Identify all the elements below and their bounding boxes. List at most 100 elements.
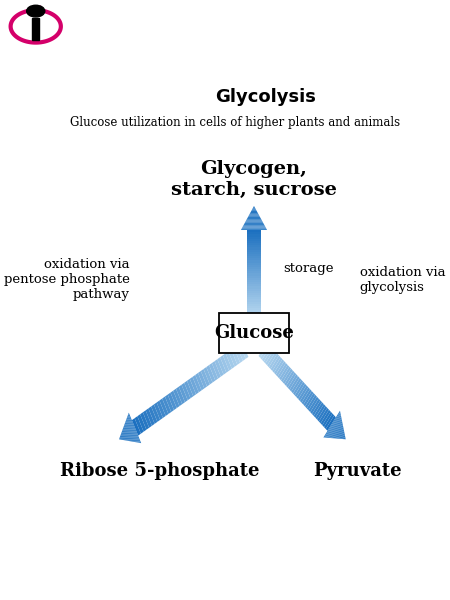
Polygon shape: [291, 378, 302, 394]
Polygon shape: [143, 410, 152, 428]
Polygon shape: [276, 361, 286, 377]
Polygon shape: [252, 209, 256, 211]
Polygon shape: [165, 395, 174, 412]
Polygon shape: [120, 435, 122, 440]
Polygon shape: [297, 383, 306, 399]
Polygon shape: [248, 310, 261, 313]
Text: Pyruvate: Pyruvate: [313, 463, 401, 481]
Text: storage: storage: [283, 262, 333, 275]
Polygon shape: [122, 430, 127, 440]
Polygon shape: [243, 224, 265, 225]
Polygon shape: [248, 245, 261, 247]
Polygon shape: [339, 431, 344, 439]
Polygon shape: [333, 424, 343, 439]
Polygon shape: [121, 434, 123, 440]
Polygon shape: [234, 346, 243, 363]
Polygon shape: [286, 373, 296, 388]
Polygon shape: [330, 419, 342, 438]
Polygon shape: [248, 252, 261, 254]
Polygon shape: [250, 212, 258, 213]
Polygon shape: [303, 391, 314, 407]
Polygon shape: [270, 356, 281, 371]
Polygon shape: [324, 413, 334, 429]
Polygon shape: [327, 415, 341, 438]
Polygon shape: [126, 421, 135, 442]
Polygon shape: [248, 235, 261, 236]
Polygon shape: [260, 344, 270, 360]
Polygon shape: [248, 313, 261, 314]
Polygon shape: [121, 433, 125, 440]
Polygon shape: [295, 382, 305, 397]
Polygon shape: [264, 348, 274, 364]
Polygon shape: [237, 343, 246, 361]
Polygon shape: [289, 376, 300, 392]
Polygon shape: [195, 373, 204, 391]
Polygon shape: [242, 227, 266, 229]
Polygon shape: [128, 414, 140, 443]
Polygon shape: [248, 232, 261, 235]
Polygon shape: [248, 280, 261, 282]
Polygon shape: [157, 400, 166, 418]
Polygon shape: [267, 352, 277, 367]
Polygon shape: [315, 404, 325, 419]
Polygon shape: [248, 250, 261, 252]
Polygon shape: [198, 371, 207, 388]
Polygon shape: [248, 299, 261, 302]
Polygon shape: [248, 275, 261, 278]
Polygon shape: [341, 434, 345, 439]
Polygon shape: [305, 393, 315, 409]
Polygon shape: [248, 286, 261, 289]
Polygon shape: [190, 377, 199, 394]
Polygon shape: [248, 239, 261, 241]
Polygon shape: [248, 241, 261, 243]
Polygon shape: [126, 419, 135, 442]
Polygon shape: [279, 365, 289, 380]
Polygon shape: [312, 400, 322, 416]
Polygon shape: [126, 418, 137, 442]
Polygon shape: [310, 398, 320, 414]
Polygon shape: [248, 295, 261, 298]
Polygon shape: [148, 406, 157, 424]
Polygon shape: [331, 421, 342, 438]
Polygon shape: [225, 352, 234, 369]
Polygon shape: [251, 211, 257, 212]
Polygon shape: [248, 230, 261, 232]
Polygon shape: [248, 247, 261, 250]
Polygon shape: [248, 298, 261, 299]
Polygon shape: [337, 428, 344, 439]
Text: oxidation via
pentose phosphate
pathway: oxidation via pentose phosphate pathway: [4, 259, 130, 301]
Polygon shape: [248, 267, 261, 269]
Polygon shape: [176, 387, 185, 404]
Polygon shape: [248, 269, 261, 271]
Polygon shape: [123, 427, 129, 441]
Polygon shape: [248, 236, 261, 239]
Polygon shape: [168, 392, 177, 410]
Polygon shape: [258, 343, 269, 358]
Polygon shape: [283, 368, 293, 384]
Polygon shape: [231, 347, 240, 365]
Text: Glycogen,
starch, sucrose: Glycogen, starch, sucrose: [171, 160, 337, 199]
Polygon shape: [212, 361, 221, 379]
Text: Glycolysis: Glycolysis: [215, 88, 316, 106]
Polygon shape: [281, 367, 291, 382]
Polygon shape: [173, 389, 182, 406]
Polygon shape: [293, 380, 303, 395]
Polygon shape: [154, 403, 163, 420]
Polygon shape: [324, 412, 341, 437]
Polygon shape: [302, 389, 312, 404]
Polygon shape: [123, 426, 130, 441]
Polygon shape: [124, 424, 132, 442]
Polygon shape: [248, 304, 261, 306]
Polygon shape: [326, 415, 336, 431]
Polygon shape: [135, 416, 144, 434]
Polygon shape: [128, 413, 141, 443]
Polygon shape: [243, 225, 265, 226]
Text: Ribose 5-phosphate: Ribose 5-phosphate: [60, 463, 259, 481]
Polygon shape: [171, 391, 180, 408]
Polygon shape: [340, 432, 345, 439]
Polygon shape: [300, 388, 310, 403]
Polygon shape: [314, 403, 324, 418]
Polygon shape: [159, 398, 168, 416]
Polygon shape: [187, 379, 196, 396]
Polygon shape: [162, 397, 171, 414]
